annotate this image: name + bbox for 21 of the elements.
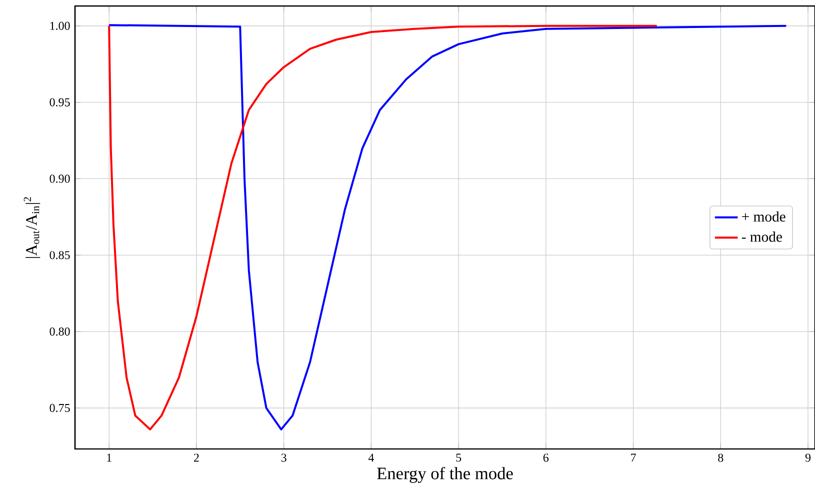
y-tick-label: 0.90 — [50, 174, 70, 183]
x-tick-label: 9 — [805, 454, 811, 462]
x-axis-title: Energy of the mode — [377, 466, 513, 483]
x-tick-label: 2 — [194, 454, 199, 462]
x-tick-label: 8 — [718, 454, 724, 462]
y-axis-title: |A$_{out}$/A$_{in}$|$^{2}$ — [24, 197, 40, 258]
x-tick-label: 4 — [368, 454, 374, 462]
y-tick-label: 0.80 — [50, 328, 70, 336]
x-tick-label: 6 — [543, 454, 549, 462]
y-tick-label: 0.85 — [50, 251, 70, 260]
x-tick-label: 1 — [107, 454, 112, 462]
x-tick-label: 3 — [281, 454, 286, 462]
y-tick-label: 0.95 — [50, 98, 70, 106]
legend-label: + mode — [742, 211, 786, 222]
line-series — [108, 24, 658, 430]
line-series — [108, 24, 788, 430]
legend-label: - mode — [742, 232, 782, 242]
x-tick-label: 7 — [631, 454, 636, 462]
y-tick-label: 0.75 — [50, 404, 70, 412]
y-tick-label: 1.00 — [50, 22, 70, 30]
x-tick-label: 5 — [456, 454, 462, 462]
